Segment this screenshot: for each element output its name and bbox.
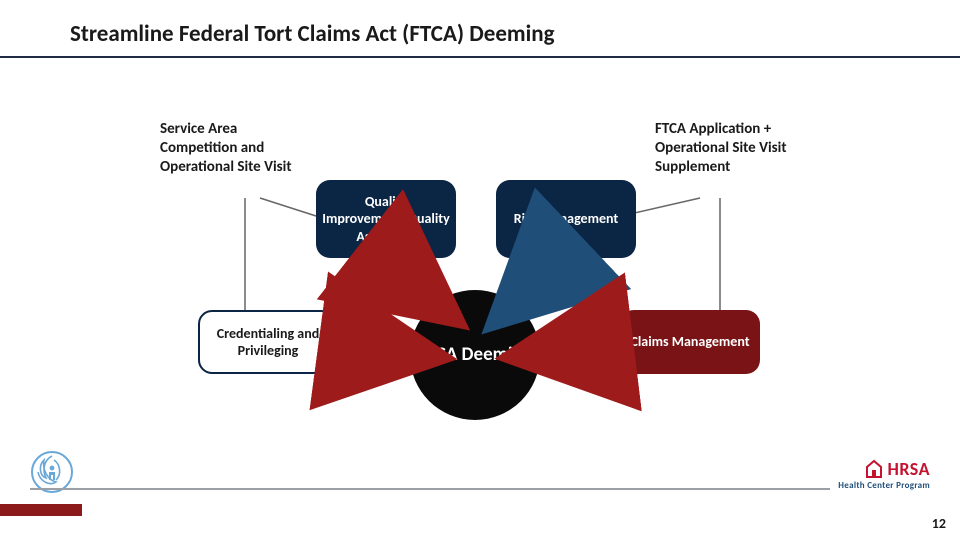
diagram-area: Service Area Competition and Operational… — [0, 60, 960, 440]
page-title: Streamline Federal Tort Claims Act (FTCA… — [70, 20, 555, 48]
label-top-left: Service Area Competition and Operational… — [160, 120, 310, 176]
title-underline — [0, 56, 960, 58]
node-risk: Risk Management — [496, 180, 636, 258]
node-claims: Claims Management — [620, 310, 760, 374]
footer-rule — [30, 488, 830, 490]
footer-accent-bar — [0, 504, 82, 516]
node-credentialing: Credentialing and Privileging — [198, 310, 338, 374]
page-number: 12 — [932, 515, 946, 532]
hrsa-logo: HRSA Health Center Program — [838, 458, 930, 491]
center-circle: FTCA Deeming — [410, 290, 540, 420]
node-quality: Quality Improvement/Quality Assurance — [316, 180, 456, 258]
label-top-right: FTCA Application + Operational Site Visi… — [655, 120, 825, 176]
